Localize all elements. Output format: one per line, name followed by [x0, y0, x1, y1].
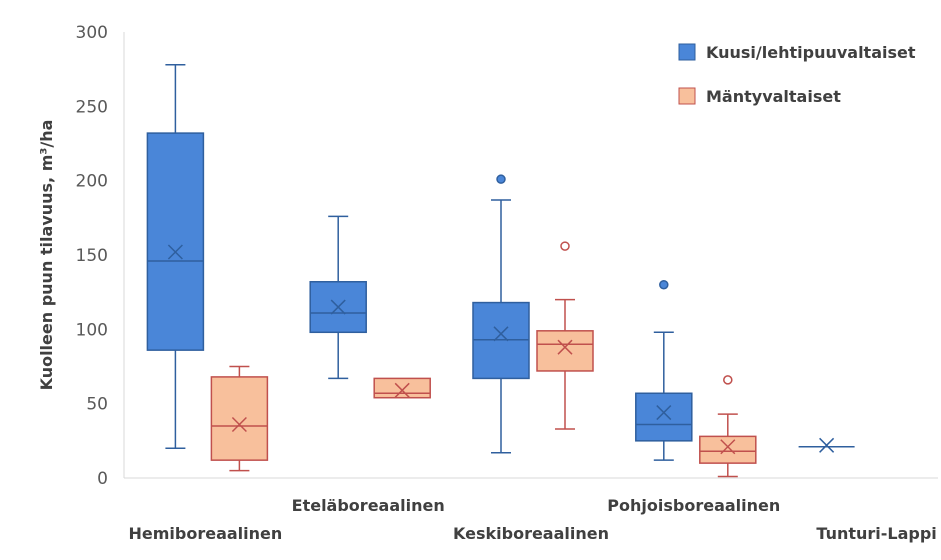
outlier-point: [496, 174, 506, 184]
box-4: [798, 437, 855, 453]
legend-item: Kuusi/lehtipuuvaltaiset: [678, 43, 916, 62]
box-2: [536, 241, 594, 430]
mean-marker: [557, 339, 573, 355]
y-tick-label: 250: [76, 97, 108, 117]
legend: Kuusi/lehtipuuvaltaiset Mäntyvaltaiset: [678, 43, 916, 106]
y-tick-label: 100: [76, 320, 108, 340]
series-1: [210, 241, 757, 478]
mean-marker: [656, 405, 672, 421]
y-tick-label: 150: [76, 246, 108, 266]
box-series: [146, 63, 855, 478]
category-label: Hemiboreaalinen: [129, 524, 283, 543]
box-0: [210, 365, 269, 472]
mean-marker: [231, 416, 247, 433]
outlier-point: [659, 279, 669, 290]
legend-swatch: [678, 43, 696, 61]
mean-marker: [493, 326, 509, 342]
outlier-point: [723, 375, 733, 385]
y-axis-label: Kuolleen puun tilavuus, m³/ha: [37, 120, 56, 391]
box-1: [309, 215, 367, 380]
box-0: [146, 63, 205, 450]
legend-label: Mäntyvaltaiset: [706, 87, 841, 106]
mean-marker: [819, 437, 835, 453]
outlier-point: [560, 241, 570, 251]
mean-marker: [167, 244, 183, 260]
y-tick-label: 0: [97, 469, 108, 489]
box-iqr: [536, 330, 594, 372]
mean-marker: [394, 382, 410, 398]
box-iqr: [146, 132, 205, 351]
y-tick-label: 50: [86, 395, 108, 415]
series-0: [146, 63, 855, 461]
category-label: Keskiboreaalinen: [453, 524, 609, 543]
mean-marker: [720, 439, 736, 455]
box-iqr: [699, 435, 757, 464]
legend-label: Kuusi/lehtipuuvaltaiset: [706, 43, 916, 62]
box-3: [699, 375, 757, 478]
box-iqr: [373, 377, 431, 399]
box-iqr: [210, 376, 269, 461]
category-label: Eteläboreaalinen: [292, 496, 445, 515]
mean-marker: [330, 299, 346, 315]
legend-swatch: [678, 87, 696, 105]
category-labels: Hemiboreaalinen Eteläboreaalinen Keskibore…: [129, 496, 937, 543]
y-tick-label: 300: [76, 23, 108, 43]
category-label: Tunturi-Lappi: [816, 524, 936, 543]
category-label: Pohjoisboreaalinen: [607, 496, 780, 515]
legend-item: Mäntyvaltaiset: [678, 87, 841, 106]
box-1: [373, 377, 431, 399]
y-tick-label: 200: [76, 172, 108, 192]
y-tick-labels: 0 50 100 150 200 250 300: [76, 23, 108, 489]
box-3: [635, 279, 693, 461]
box-2: [472, 174, 530, 454]
box-iqr: [635, 392, 693, 442]
